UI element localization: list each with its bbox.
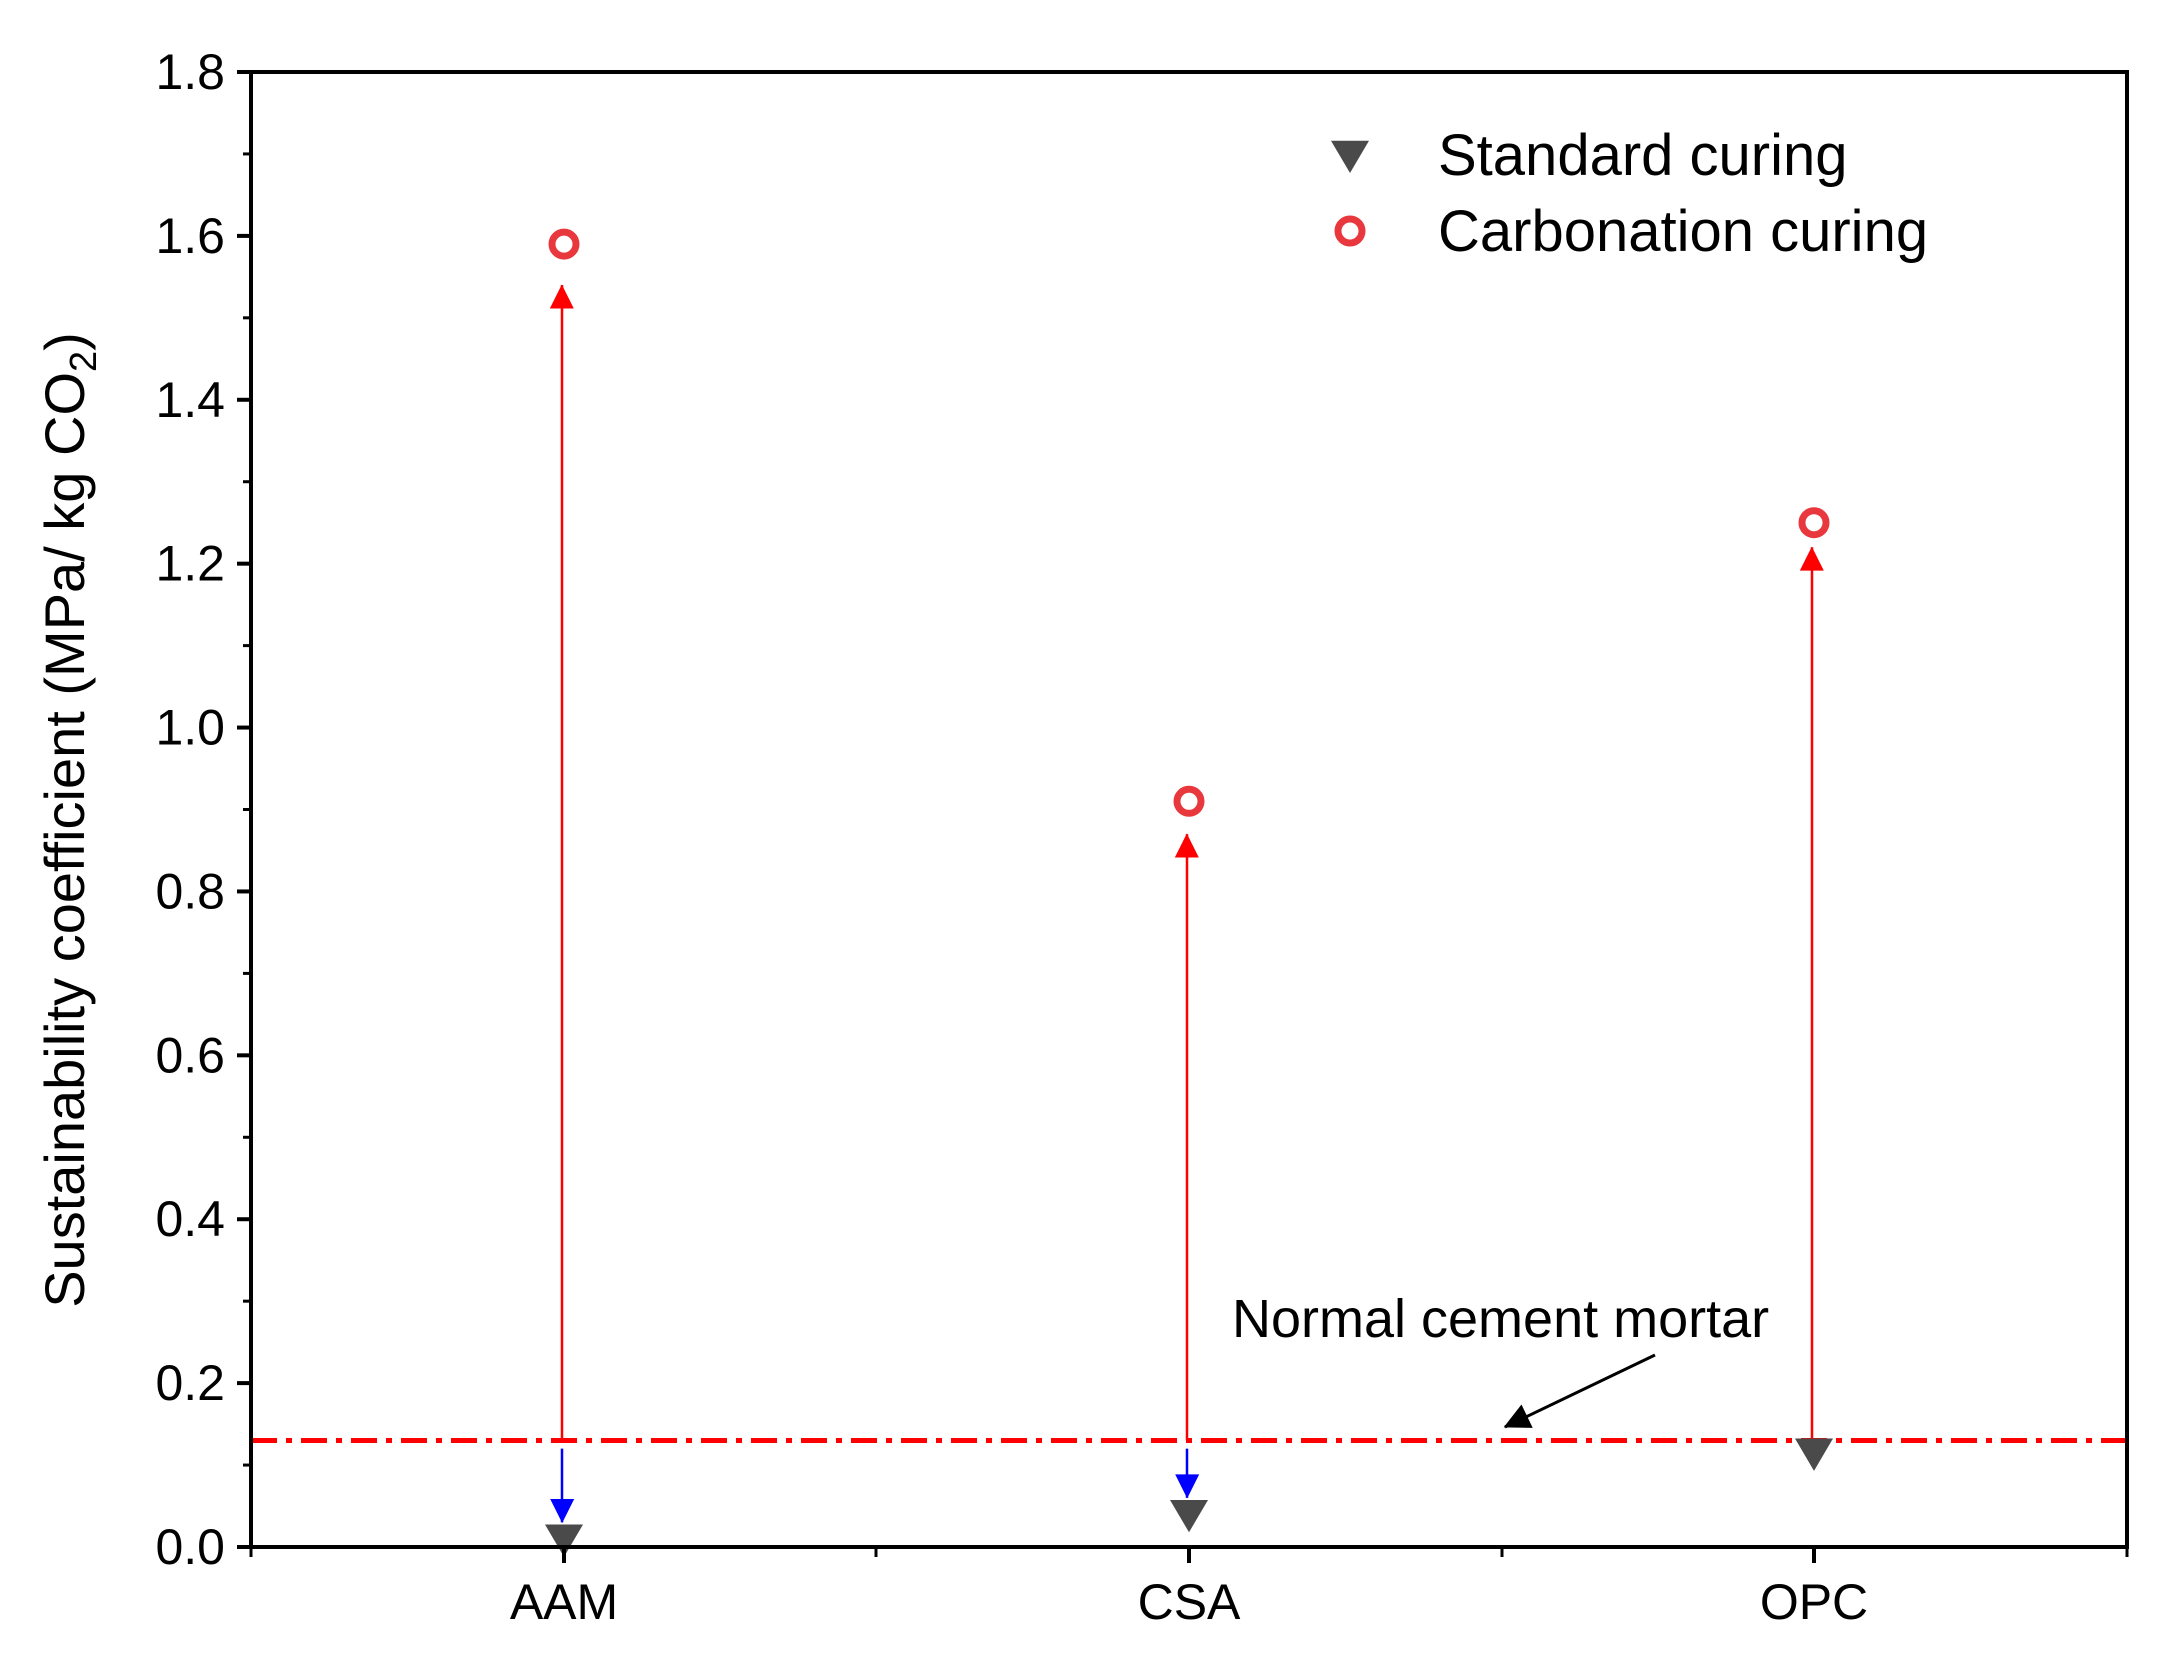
standard-curing-point <box>545 1524 583 1557</box>
y-tick-label: 0.2 <box>155 1355 225 1411</box>
points-group <box>545 228 1833 1557</box>
y-tick-label: 0.0 <box>155 1519 225 1575</box>
standard-curing-point <box>1795 1438 1833 1471</box>
y-axis-title-main: Sustainability coefficient (MPa/ kg CO <box>33 372 96 1308</box>
legend: Standard curing Carbonation curing <box>1331 123 1928 264</box>
legend-standard-marker <box>1331 140 1369 174</box>
carbonation-curing-point <box>1798 507 1830 539</box>
x-tick-label: CSA <box>1138 1574 1241 1630</box>
y-tick-label: 1.2 <box>155 536 225 592</box>
carbonation-curing-point <box>548 228 580 260</box>
legend-label: Carbonation curing <box>1438 199 1928 264</box>
y-axis-title-subscript: 2 <box>63 351 105 372</box>
y-tick-label: 0.4 <box>155 1191 225 1247</box>
standard-curing-point <box>1170 1499 1208 1533</box>
legend-label: Standard curing <box>1438 123 1847 188</box>
legend-carbonation-marker <box>1334 215 1366 247</box>
carbonation-curing-point <box>1173 785 1205 817</box>
y-tick-label: 0.8 <box>155 863 225 919</box>
y-tick-label: 0.6 <box>155 1027 225 1083</box>
reference-annotation: Normal cement mortar <box>1232 1289 1769 1429</box>
y-axis: 0.0 0.2 0.4 0.6 0.8 1.0 1.2 1.4 1.6 1.8 <box>155 44 251 1575</box>
reference-pointer-arrow <box>1503 1353 1656 1429</box>
x-tick-label: AAM <box>510 1574 618 1630</box>
y-tick-label: 1.0 <box>155 700 225 756</box>
y-axis-title: Sustainability coefficient (MPa/ kg CO2) <box>33 332 105 1308</box>
y-tick-label: 1.6 <box>155 208 225 264</box>
y-tick-label: 1.4 <box>155 372 225 428</box>
x-tick-label: OPC <box>1760 1574 1868 1630</box>
reference-line-label: Normal cement mortar <box>1232 1289 1769 1349</box>
x-axis: AAM CSA OPC <box>249 1547 2129 1630</box>
y-axis-title-close: ) <box>33 332 96 351</box>
arrows-group <box>549 284 1824 1524</box>
y-tick-label: 1.8 <box>155 44 225 100</box>
